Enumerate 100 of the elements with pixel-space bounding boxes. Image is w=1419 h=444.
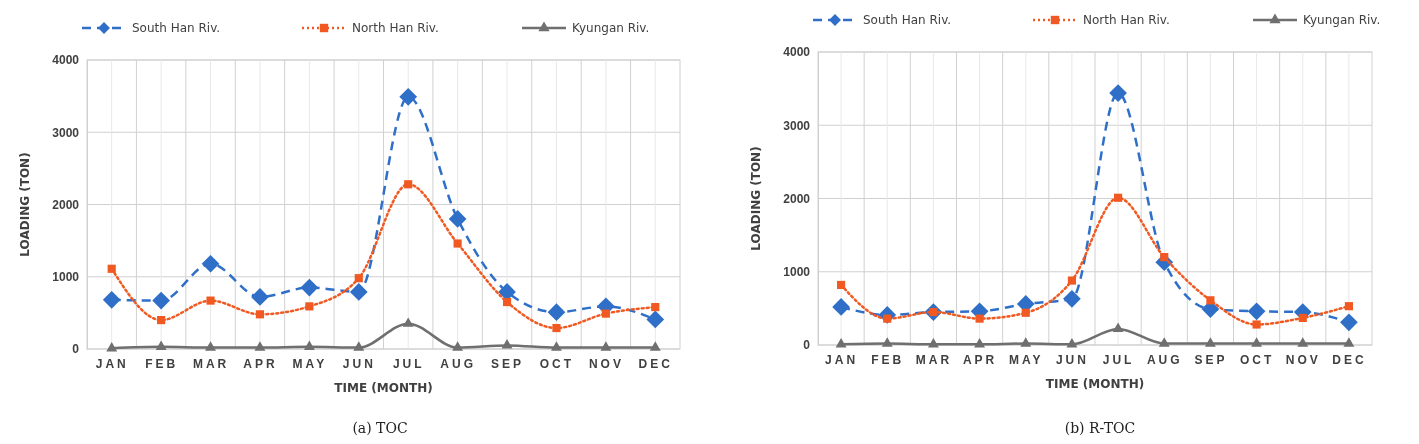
- point: [1252, 320, 1261, 329]
- point: [1021, 308, 1030, 317]
- x-tick-label: DEC: [638, 356, 673, 371]
- x-tick-label: JUL: [392, 356, 425, 371]
- point: [649, 341, 661, 351]
- y-tick-label: 4000: [52, 53, 80, 68]
- point: [601, 309, 610, 318]
- x-tick-label: NOV: [588, 356, 624, 371]
- point: [452, 341, 464, 351]
- point: [399, 87, 418, 106]
- point: [107, 264, 116, 273]
- y-tick-label: 0: [72, 342, 80, 357]
- point: [1204, 337, 1216, 347]
- x-tick-label: SEP: [1194, 352, 1228, 367]
- point: [1067, 276, 1076, 285]
- point: [1112, 322, 1124, 333]
- point: [1160, 253, 1169, 262]
- x-tick-label: APR: [243, 356, 278, 371]
- x-tick-label: DEC: [1332, 352, 1367, 367]
- point: [646, 310, 665, 329]
- legend-label: Kyungan Riv.: [572, 21, 650, 35]
- point: [1340, 313, 1358, 332]
- x-tick-label: MAY: [292, 356, 328, 371]
- x-tick-label: NOV: [1285, 352, 1321, 367]
- text: (a) TOC: [352, 420, 408, 436]
- point: [837, 280, 846, 290]
- x-tick-label: JUN: [1055, 352, 1089, 367]
- legend-label: North Han Riv.: [352, 21, 439, 35]
- legend-label: Kyungan Riv.: [1303, 13, 1381, 27]
- point: [1343, 337, 1355, 347]
- point: [206, 296, 215, 305]
- point: [974, 337, 986, 348]
- point: [448, 210, 467, 228]
- x-tick-label: JUL: [1102, 352, 1135, 367]
- y-axis-title: LOADING (TON): [18, 152, 32, 257]
- text: (b) R-TOC: [1064, 420, 1136, 436]
- point: [404, 180, 413, 189]
- point: [157, 316, 166, 325]
- point: [300, 278, 319, 297]
- point: [881, 337, 893, 347]
- x-tick-label: AUG: [1146, 352, 1183, 367]
- point: [927, 337, 939, 348]
- point: [152, 291, 170, 310]
- y-tick-label: 2000: [52, 197, 80, 212]
- x-tick-label: OCT: [539, 356, 575, 371]
- y-tick-label: 2000: [783, 191, 811, 206]
- point: [551, 341, 562, 351]
- point: [453, 239, 462, 248]
- point: [1158, 337, 1170, 347]
- point: [1114, 193, 1123, 202]
- point: [255, 310, 265, 319]
- point: [1297, 337, 1309, 347]
- x-tick-label: APR: [962, 352, 998, 367]
- point: [1020, 337, 1032, 347]
- point: [349, 283, 368, 301]
- legend-label: South Han Riv.: [863, 13, 952, 27]
- point: [1298, 313, 1307, 322]
- point: [155, 340, 167, 350]
- point: [651, 303, 660, 312]
- y-tick-label: 1000: [783, 265, 811, 280]
- point: [1251, 337, 1263, 347]
- x-tick-label: FEB: [871, 352, 905, 367]
- point: [832, 298, 850, 316]
- point: [251, 288, 269, 306]
- x-tick-label: OCT: [1239, 352, 1275, 367]
- x-tick-label: JAN: [95, 356, 129, 371]
- point: [1344, 302, 1353, 311]
- y-tick-label: 3000: [52, 125, 80, 140]
- point: [835, 337, 847, 348]
- legend-label: South Han Riv.: [132, 21, 221, 35]
- x-tick-label: SEP: [491, 356, 525, 371]
- point: [552, 323, 561, 333]
- point: [305, 302, 314, 311]
- point: [201, 254, 220, 273]
- x-tick-label: MAR: [915, 352, 953, 367]
- y-tick-label: 0: [803, 338, 811, 353]
- point: [1063, 290, 1081, 308]
- x-axis-title: TIME (MONTH): [1045, 377, 1145, 391]
- point: [1206, 296, 1215, 305]
- point: [600, 341, 612, 351]
- point: [205, 341, 216, 351]
- point: [402, 317, 414, 327]
- x-tick-label: AUG: [440, 356, 476, 371]
- point: [354, 274, 363, 283]
- x-axis-title: TIME (MONTH): [334, 381, 433, 395]
- point: [254, 341, 266, 351]
- legend-label: North Han Riv.: [1083, 13, 1170, 27]
- point: [1247, 302, 1266, 321]
- x-tick-label: JUN: [342, 356, 376, 371]
- point: [502, 297, 512, 307]
- x-tick-label: FEB: [145, 356, 179, 371]
- point: [106, 341, 118, 352]
- x-tick-label: JAN: [825, 352, 859, 367]
- y-tick-label: 3000: [783, 118, 811, 133]
- point: [501, 339, 513, 349]
- point: [102, 291, 121, 309]
- point: [303, 340, 315, 350]
- x-tick-label: MAR: [192, 356, 230, 371]
- point: [975, 314, 984, 323]
- y-tick-label: 1000: [52, 270, 80, 285]
